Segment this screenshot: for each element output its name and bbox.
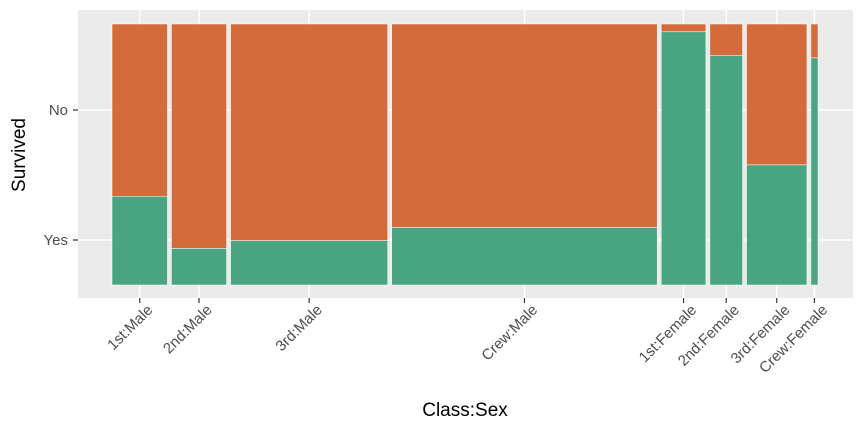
tile-yes-2nd-male [171,248,227,286]
x-tick-label: Crew:Male [478,302,541,365]
x-tick-label: 2nd:Male [160,302,216,358]
tile-yes-crew-male [391,227,658,286]
x-tick-label: 3rd:Male [272,302,325,355]
tile-no-3rd-female [746,23,808,166]
x-tick-label: 1st:Male [104,302,156,354]
y-axis: Yes No [44,102,78,249]
x-axis-title: Class:Sex [422,400,508,421]
tile-no-crew-male [391,23,658,228]
x-axis: 1st:Male 2nd:Male 3rd:Male Crew:Male 1st:Fem… [104,298,831,377]
tile-no-2nd-male [171,23,227,249]
tile-no-2nd-female [709,23,743,56]
tile-no-crew-female [810,23,819,59]
y-axis-title: Survived [9,118,30,192]
tile-yes-2nd-female [709,55,743,286]
tile-yes-1st-male [111,196,168,286]
tile-yes-crew-female [810,57,819,286]
tile-yes-1st-female [660,31,707,286]
tile-no-3rd-male [230,23,388,241]
tile-no-1st-female [660,23,707,33]
y-tick-label-yes: Yes [44,232,68,249]
tile-yes-3rd-female [746,164,808,286]
y-tick-label-no: No [49,102,68,119]
tile-no-1st-male [111,23,168,197]
mosaic-tiles [111,23,819,286]
tile-yes-3rd-male [230,240,388,286]
